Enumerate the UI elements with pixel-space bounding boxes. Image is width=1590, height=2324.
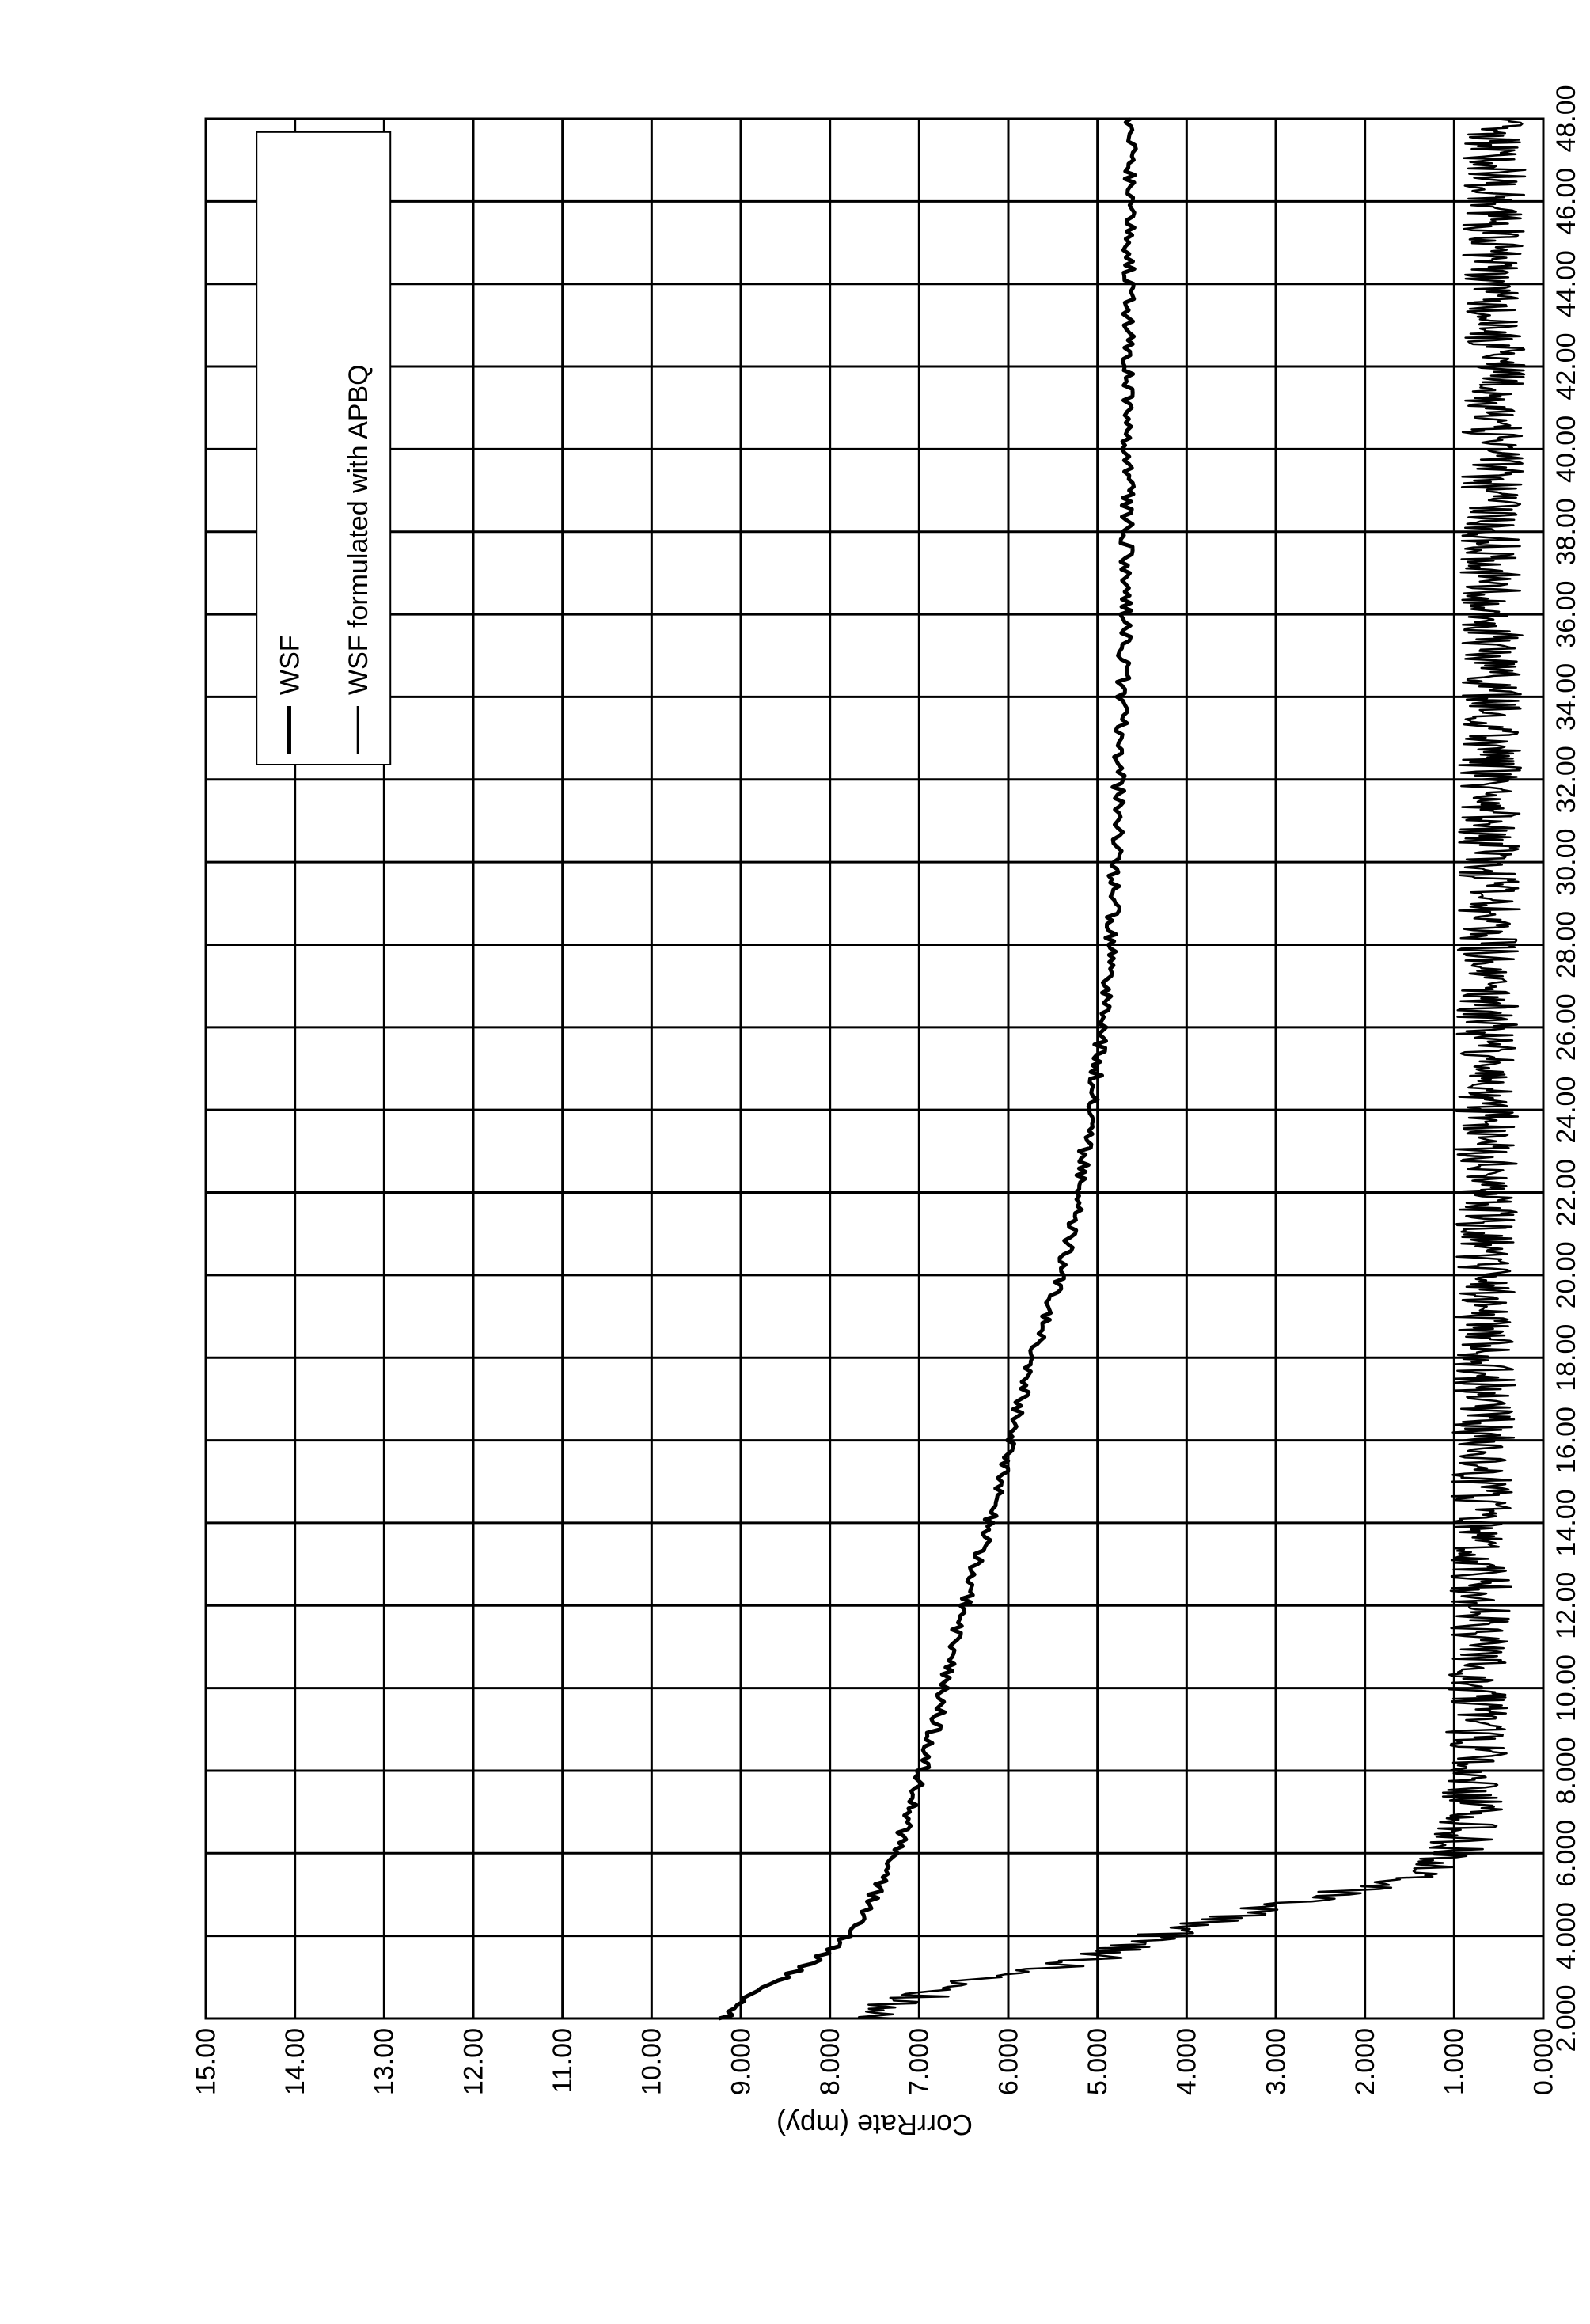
- chart: 2.000 4.000 6.000 8.000 10.00 12.00 14.00 16.00…: [0, 0, 1590, 2177]
- x-tick-label: 40.00: [1551, 416, 1581, 483]
- x-tick-label: 28.00: [1551, 911, 1581, 978]
- x-axis-label: Time (hours): [1585, 989, 1590, 1149]
- x-tick-label: 6.000: [1551, 1820, 1581, 1887]
- y-tick-label: 0.000: [1528, 2028, 1558, 2095]
- legend: WSF WSF formulated with APBQ: [256, 132, 390, 765]
- x-tick-label: 14.00: [1551, 1489, 1581, 1556]
- y-tick-label: 15.00: [191, 2028, 221, 2095]
- y-tick-label: 9.000: [726, 2028, 756, 2095]
- y-tick-label: 12.00: [458, 2028, 488, 2095]
- x-tick-label: 18.00: [1551, 1324, 1581, 1392]
- legend-item-label: WSF: [275, 635, 305, 695]
- x-tick-label: 30.00: [1551, 829, 1581, 896]
- y-tick-label: 5.000: [1083, 2028, 1113, 2095]
- y-tick-label: 14.00: [280, 2028, 310, 2095]
- x-tick-label: 46.00: [1551, 168, 1581, 235]
- x-tick-label: 34.00: [1551, 663, 1581, 731]
- x-tick-label: 4.000: [1551, 1902, 1581, 1969]
- y-tick-label: 4.000: [1172, 2028, 1202, 2095]
- y-tick-label: 10.00: [637, 2028, 667, 2095]
- x-tick-label: 10.00: [1551, 1654, 1581, 1722]
- y-tick-label: 11.00: [548, 2028, 578, 2094]
- x-tick-label: 48.00: [1551, 85, 1581, 152]
- x-tick-label: 32.00: [1551, 746, 1581, 813]
- x-tick-label: 22.00: [1551, 1159, 1581, 1226]
- y-tick-label: 8.000: [815, 2028, 845, 2095]
- y-tick-label: 1.000: [1440, 2028, 1470, 2095]
- y-tick-label: 13.00: [370, 2028, 400, 2095]
- x-tick-label: 12.00: [1551, 1572, 1581, 1639]
- x-tick-label: 42.00: [1551, 332, 1581, 400]
- y-tick-label: 7.000: [905, 2028, 935, 2095]
- x-tick-label: 26.00: [1551, 993, 1581, 1061]
- x-tick-label: 8.000: [1551, 1737, 1581, 1804]
- y-tick-label: 2.000: [1350, 2028, 1380, 2095]
- x-tick-label: 38.00: [1551, 498, 1581, 565]
- x-tick-label: 24.00: [1551, 1077, 1581, 1144]
- x-tick-label: 36.00: [1551, 581, 1581, 648]
- y-tick-label: 6.000: [993, 2028, 1023, 2095]
- y-tick-label: 3.000: [1261, 2028, 1291, 2095]
- x-tick-label: 20.00: [1551, 1241, 1581, 1308]
- x-tick-label: 16.00: [1551, 1407, 1581, 1474]
- y-axis-label: CorrRate (mpy): [776, 2109, 973, 2141]
- x-tick-label: 44.00: [1551, 250, 1581, 317]
- legend-item-label: WSF formulated with APBQ: [343, 364, 374, 695]
- figure-container: 2.000 4.000 6.000 8.000 10.00 12.00 14.00 16.00…: [0, 0, 1590, 2324]
